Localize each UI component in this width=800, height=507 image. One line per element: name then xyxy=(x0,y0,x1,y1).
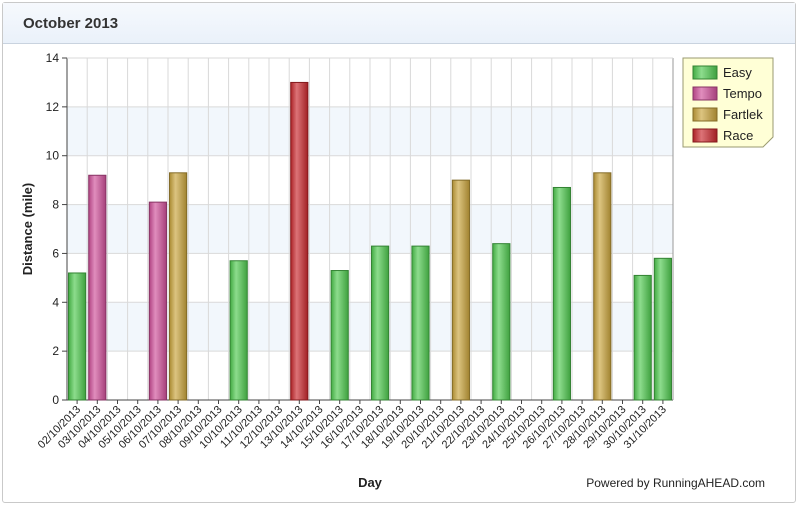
y-tick-label: 12 xyxy=(46,100,60,114)
page-title: October 2013 xyxy=(23,15,119,32)
bar-easy xyxy=(653,257,672,401)
bar-easy xyxy=(371,245,390,401)
bar-fartlek xyxy=(593,172,612,401)
bar-easy xyxy=(492,243,511,401)
bar-easy xyxy=(330,270,349,401)
bar-tempo xyxy=(148,201,167,401)
legend-label-easy: Easy xyxy=(723,65,752,80)
y-tick-label: 10 xyxy=(46,149,60,163)
bar-easy xyxy=(633,274,652,401)
legend-swatch-race xyxy=(692,128,718,143)
y-tick-label: 14 xyxy=(46,51,60,65)
y-tick-label: 0 xyxy=(52,393,59,407)
y-axis-title: Distance (mile) xyxy=(20,183,35,275)
bar-easy xyxy=(552,186,571,401)
panel-header: October 2013 xyxy=(3,3,795,44)
bar-fartlek xyxy=(169,172,188,401)
bar-race xyxy=(290,81,309,401)
legend-box xyxy=(682,57,774,148)
bar-easy xyxy=(411,245,430,401)
legend-label-tempo: Tempo xyxy=(723,86,762,101)
legend-label-race: Race xyxy=(723,128,753,143)
powered-by-text: Powered by RunningAHEAD.com xyxy=(586,476,765,490)
x-axis-title: Day xyxy=(358,475,383,490)
bar-easy xyxy=(68,272,87,401)
y-tick-label: 4 xyxy=(52,295,59,309)
legend-swatch-fartlek xyxy=(692,107,718,122)
legend-swatch-tempo xyxy=(692,86,718,101)
bar-easy xyxy=(229,260,248,401)
y-tick-label: 8 xyxy=(52,198,59,212)
legend-label-fartlek: Fartlek xyxy=(723,107,763,122)
y-tick-label: 6 xyxy=(52,246,59,260)
y-tick-label: 2 xyxy=(52,344,59,358)
bar-fartlek xyxy=(451,179,470,401)
legend-swatch-easy xyxy=(692,65,718,80)
bar-tempo xyxy=(88,174,107,401)
